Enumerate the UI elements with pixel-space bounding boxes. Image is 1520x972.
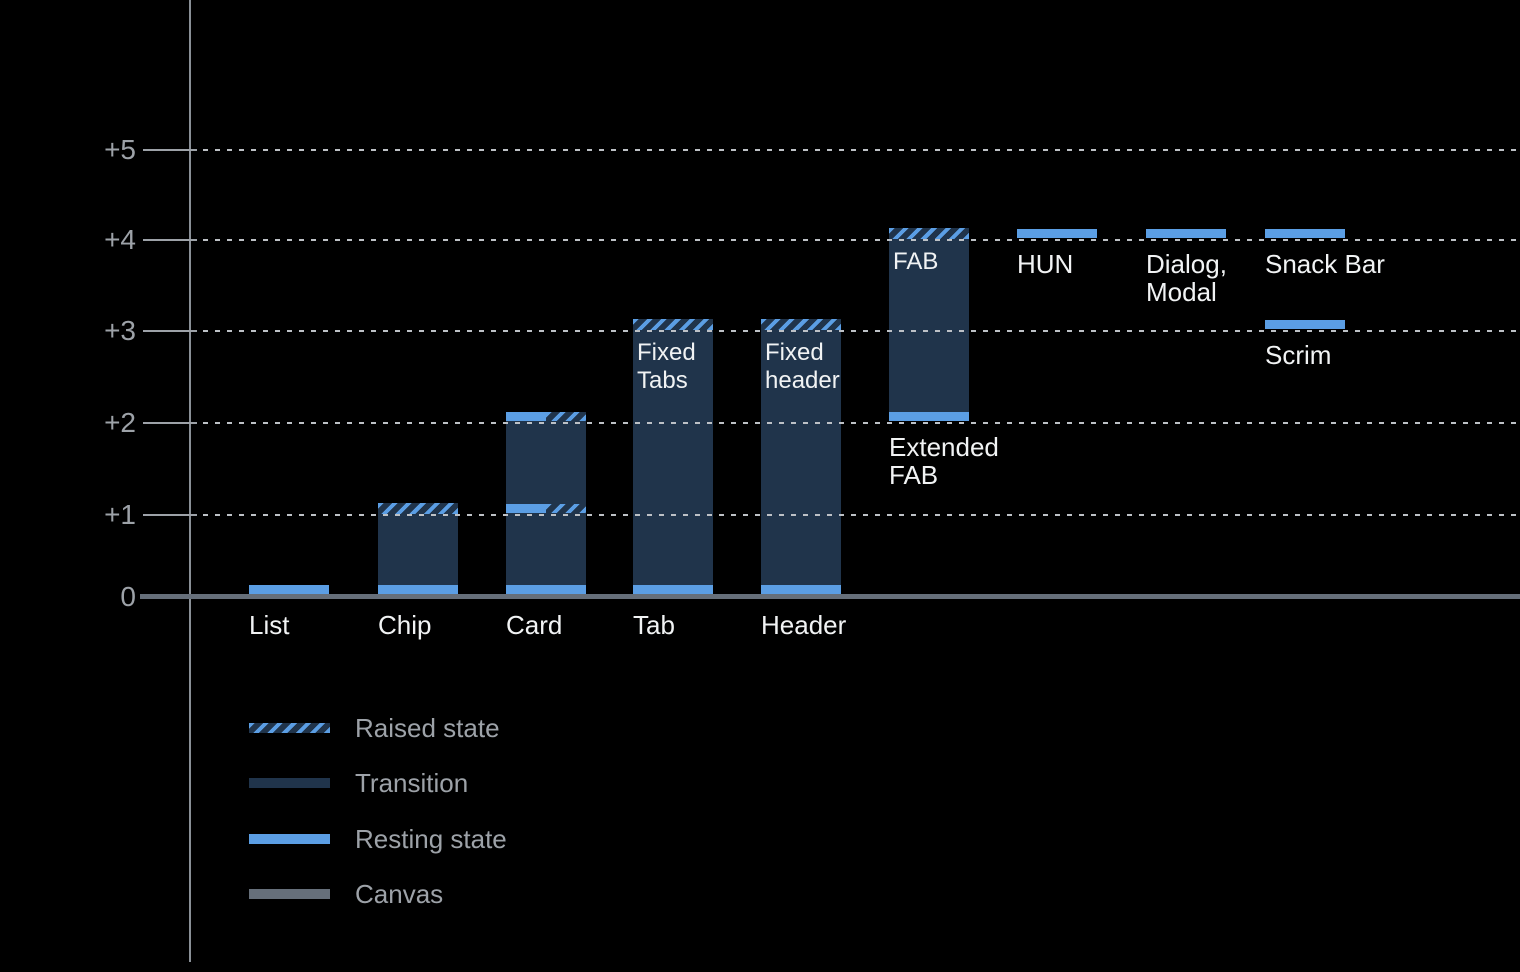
- bar-inner-label-tab: Fixed: [637, 339, 696, 366]
- gridline-+4: [203, 239, 1520, 241]
- legend-swatch-transition: [249, 778, 330, 788]
- bar-inner-label-tab: Tabs: [637, 367, 688, 394]
- y-tick-label-+5: +5: [104, 134, 136, 165]
- y-tick-mark-+1: [143, 514, 197, 516]
- gridline-+1: [203, 514, 1520, 516]
- y-tick-mark-+5: [143, 149, 197, 151]
- bar-label-tab: Tab: [633, 610, 675, 640]
- legend-swatch-resting: [249, 834, 330, 844]
- y-tick-mark-+2: [143, 422, 197, 424]
- bar-header-resting-band: [761, 585, 841, 594]
- bar-inner-label-extended-fab: FAB: [893, 248, 939, 275]
- bar-tab-transition: [633, 319, 713, 594]
- bar-label-list: List: [249, 610, 290, 640]
- y-tick-label-+4: +4: [104, 224, 136, 255]
- bar-inner-label-header: header: [765, 367, 840, 394]
- bar-tab-raised-band: [633, 319, 713, 330]
- bar-hun-resting-band: [1017, 229, 1097, 238]
- bar-card-resting-band: [506, 585, 586, 594]
- bar-tab-resting-band: [633, 585, 713, 594]
- y-tick-mark-+3: [143, 330, 197, 332]
- bar-card-resting-band: [506, 504, 546, 513]
- bar-scrim-resting-band: [1265, 320, 1345, 329]
- bar-card-resting-band: [506, 412, 546, 421]
- bar-label-card: Card: [506, 610, 563, 640]
- bar-header-transition: [761, 319, 841, 594]
- y-tick-label-+3: +3: [104, 315, 136, 346]
- gridline-+3: [203, 330, 1520, 332]
- bar-card-transition: [506, 412, 586, 594]
- bar-label-dialog-modal: Modal: [1146, 277, 1217, 307]
- bar-extended-fab-transition: [889, 228, 969, 421]
- y-tick-label-+2: +2: [104, 407, 136, 438]
- legend-swatch-canvas: [249, 889, 330, 899]
- gridline-+2: [203, 422, 1520, 424]
- bar-card-raised-band: [546, 504, 586, 513]
- legend-label-transition: Transition: [355, 768, 469, 798]
- bar-label-chip: Chip: [378, 610, 432, 640]
- bar-label-dialog-modal: Dialog,: [1146, 249, 1227, 279]
- legend-label-resting: Resting state: [355, 824, 507, 854]
- bar-card-raised-band: [546, 412, 586, 421]
- bar-chip-resting-band: [378, 585, 458, 594]
- y-tick-label-+1: +1: [104, 499, 136, 530]
- bar-label-snack-bar: Snack Bar: [1265, 249, 1385, 279]
- bar-extended-fab-resting-band: [889, 412, 969, 421]
- bar-snack-bar-resting-band: [1265, 229, 1345, 238]
- legend-label-raised: Raised state: [355, 713, 500, 743]
- bar-dialog-modal-resting-band: [1146, 229, 1226, 238]
- legend-label-canvas: Canvas: [355, 879, 444, 909]
- y-tick-mark-+4: [143, 239, 197, 241]
- bar-chip-transition: [378, 503, 458, 594]
- bar-list-resting-band: [249, 585, 329, 594]
- bar-label-scrim: Scrim: [1265, 340, 1332, 370]
- y-tick-label-0: 0: [120, 581, 136, 612]
- bar-extended-fab-raised-band: [889, 228, 969, 239]
- bar-inner-label-header: Fixed: [765, 339, 824, 366]
- bar-header-raised-band: [761, 319, 841, 330]
- gridline-+5: [203, 149, 1520, 151]
- legend-swatch-raised: [249, 723, 330, 733]
- canvas-baseline: [140, 594, 1520, 599]
- bar-label-extended-fab: Extended: [889, 432, 999, 462]
- bar-label-header: Header: [761, 610, 847, 640]
- y-axis-line: [189, 0, 191, 962]
- bar-label-hun: HUN: [1017, 249, 1074, 279]
- bar-label-extended-fab: FAB: [889, 460, 939, 490]
- bar-chip-raised-band: [378, 503, 458, 514]
